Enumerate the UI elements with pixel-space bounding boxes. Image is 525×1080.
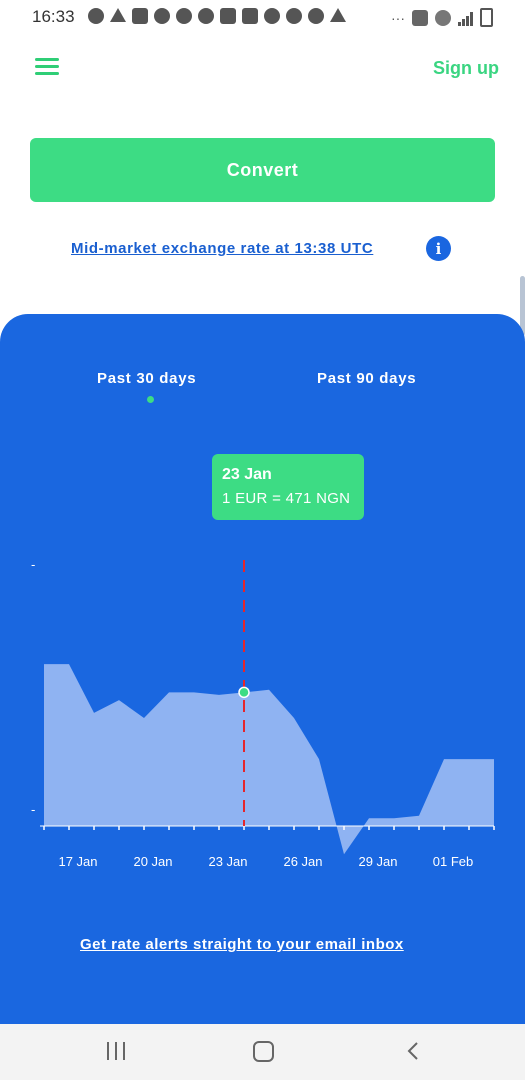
mute-icon	[412, 9, 428, 26]
signal-icon	[458, 10, 473, 26]
tooltip-date: 23 Jan	[222, 466, 272, 483]
tab-past-30-days[interactable]: Past 30 days	[97, 370, 197, 387]
selected-tab-indicator	[147, 396, 154, 403]
y-tick-label: -	[31, 557, 35, 572]
back-icon[interactable]	[405, 1042, 423, 1060]
tab-past-90-days[interactable]: Past 90 days	[317, 370, 417, 387]
highlight-point	[238, 686, 250, 699]
upload-icon	[242, 8, 258, 24]
search-app-icon	[308, 8, 324, 24]
wifi-icon	[435, 9, 451, 26]
scrollbar[interactable]	[520, 276, 525, 336]
signup-link[interactable]: Sign up	[433, 58, 499, 78]
navigation-bar	[0, 1024, 525, 1080]
exchange-rate-link[interactable]: Mid-market exchange rate at 13:38 UTC	[71, 240, 374, 257]
recents-icon[interactable]	[107, 1042, 127, 1060]
x-tick-label: 01 Feb	[433, 854, 473, 869]
menu-icon[interactable]	[35, 58, 59, 76]
telegram-icon	[110, 8, 126, 22]
home-icon[interactable]	[253, 1041, 274, 1062]
twitter-icon	[330, 8, 346, 22]
messenger-icon	[88, 8, 104, 24]
facebook-icon	[198, 8, 214, 24]
rate-chart[interactable]: 17 Jan 20 Jan 23 Jan 26 Jan 29 Jan 01 Feb - -	[0, 554, 525, 874]
x-tick-label: 23 Jan	[208, 854, 247, 869]
status-time: 16:33	[32, 7, 75, 26]
tiktok-icon	[132, 8, 148, 24]
rate-chart-panel: Past 30 days Past 90 days 23 Jan 1 EUR =…	[0, 314, 525, 1024]
chart-tooltip: 23 Jan 1 EUR = 471 NGN	[212, 454, 364, 520]
x-tick-label: 17 Jan	[58, 854, 97, 869]
rate-alerts-link[interactable]: Get rate alerts straight to your email i…	[80, 936, 404, 953]
notification-icons	[88, 8, 346, 24]
app-icon	[154, 8, 170, 24]
app-icon	[176, 8, 192, 24]
x-tick-label: 26 Jan	[283, 854, 322, 869]
info-icon[interactable]: i	[426, 236, 451, 261]
convert-button[interactable]: Convert	[30, 138, 495, 202]
app-icon	[286, 8, 302, 24]
y-tick-label: -	[31, 802, 35, 817]
x-tick-label: 29 Jan	[358, 854, 397, 869]
bag-icon	[220, 8, 236, 24]
status-bar: 16:33 ···	[0, 0, 525, 34]
x-tick-label: 20 Jan	[133, 854, 172, 869]
more-icon: ···	[391, 9, 405, 26]
app-icon	[264, 8, 280, 24]
system-icons: ···	[391, 8, 493, 27]
rate-area-series	[44, 664, 494, 855]
tooltip-rate: 1 EUR = 471 NGN	[222, 490, 351, 507]
battery-icon	[480, 8, 493, 27]
